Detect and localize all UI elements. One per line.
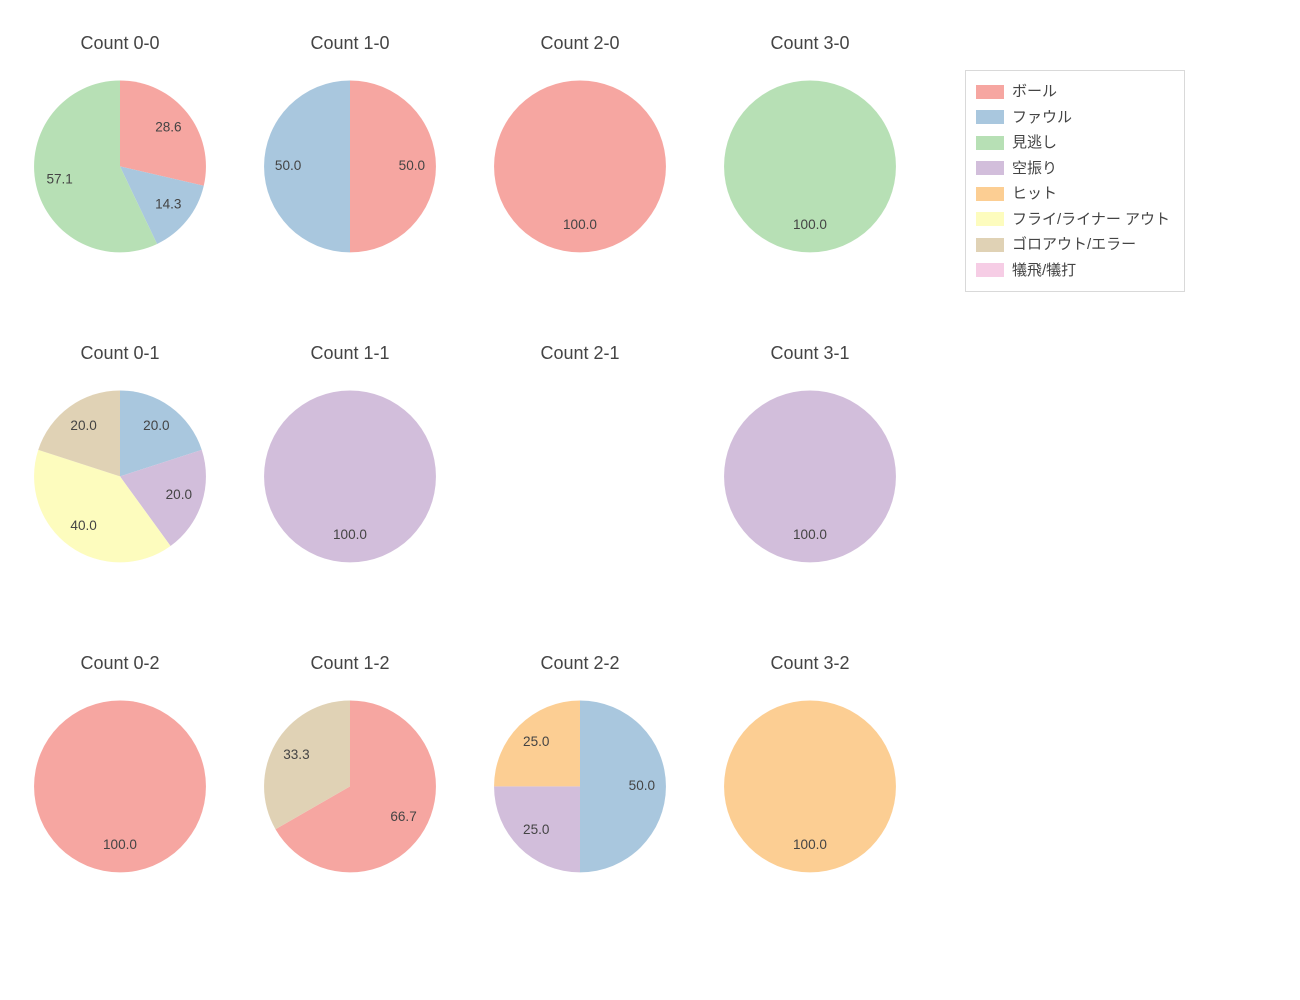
chart-title: Count 3-0 — [715, 33, 905, 54]
chart-cell: Count 0-120.020.040.020.0 — [25, 375, 215, 605]
pie-chart: 20.0 20.0 40.0 20.0 — [25, 375, 215, 605]
legend-label: 犠飛/犠打 — [1012, 258, 1076, 284]
chart-cell: Count 3-1100.0 — [715, 375, 905, 605]
legend-swatch — [976, 212, 1004, 226]
pie-chart: 100.0 — [715, 375, 905, 605]
chart-title: Count 1-1 — [255, 343, 445, 364]
pie-slice-label: 100.0 — [793, 527, 827, 542]
chart-title: Count 2-0 — [485, 33, 675, 54]
legend-item: 見逃し — [976, 130, 1170, 156]
legend-swatch — [976, 110, 1004, 124]
legend-label: ヒット — [1012, 181, 1057, 207]
legend-item: 空振り — [976, 156, 1170, 182]
pie-slice-label: 20.0 — [143, 418, 170, 433]
legend-item: ヒット — [976, 181, 1170, 207]
legend-swatch — [976, 263, 1004, 277]
pie-slice-label: 14.3 — [155, 197, 181, 212]
chart-cell: Count 2-250.025.025.0 — [485, 685, 675, 915]
chart-cell: Count 3-0100.0 — [715, 65, 905, 295]
pie-slice-label: 25.0 — [523, 734, 550, 749]
chart-cell: Count 1-050.050.0 — [255, 65, 445, 295]
legend-label: ボール — [1012, 79, 1057, 105]
legend-label: 見逃し — [1012, 130, 1057, 156]
legend-swatch — [976, 187, 1004, 201]
pie-slice-label: 33.3 — [283, 747, 309, 762]
pie-slice-label: 100.0 — [793, 837, 827, 852]
chart-cell: Count 3-2100.0 — [715, 685, 905, 915]
legend-swatch — [976, 161, 1004, 175]
legend-item: ファウル — [976, 105, 1170, 131]
chart-canvas: Count 0-0 28.6 14.3 57.1 Count 1-0 50.0 50.0 Co… — [0, 0, 1300, 1000]
pie-slice-label: 50.0 — [399, 158, 426, 173]
pie-slice-label: 100.0 — [333, 527, 367, 542]
chart-title: Count 3-2 — [715, 653, 905, 674]
chart-title: Count 2-2 — [485, 653, 675, 674]
chart-title: Count 3-1 — [715, 343, 905, 364]
chart-title: Count 1-0 — [255, 33, 445, 54]
legend-label: ファウル — [1012, 105, 1072, 131]
chart-title: Count 1-2 — [255, 653, 445, 674]
pie-slice-label: 25.0 — [523, 822, 550, 837]
legend-item: フライ/ライナー アウト — [976, 207, 1170, 233]
pie-chart: 100.0 — [715, 65, 905, 295]
pie-slice-label: 28.6 — [155, 119, 181, 134]
pie-chart: 100.0 — [25, 685, 215, 915]
legend-item: ボール — [976, 79, 1170, 105]
chart-title: Count 2-1 — [485, 343, 675, 364]
legend-swatch — [976, 85, 1004, 99]
chart-cell: Count 1-1100.0 — [255, 375, 445, 605]
legend-item: 犠飛/犠打 — [976, 258, 1170, 284]
pie-slice-label: 100.0 — [563, 217, 597, 232]
pie-chart: 100.0 — [485, 65, 675, 295]
legend-swatch — [976, 238, 1004, 252]
pie-chart: 50.0 50.0 — [255, 65, 445, 295]
pie-chart: 100.0 — [255, 375, 445, 605]
chart-cell: Count 0-028.614.357.1 — [25, 65, 215, 295]
pie-chart: 50.0 25.0 25.0 — [485, 685, 675, 915]
chart-title: Count 0-1 — [25, 343, 215, 364]
pie-slice-label: 57.1 — [46, 172, 72, 187]
legend-label: 空振り — [1012, 156, 1057, 182]
chart-cell: Count 0-2100.0 — [25, 685, 215, 915]
pie-chart: 100.0 — [715, 685, 905, 915]
pie-chart: 66.7 33.3 — [255, 685, 445, 915]
legend-label: フライ/ライナー アウト — [1012, 207, 1170, 233]
pie-slice-label: 100.0 — [103, 837, 137, 852]
pie-slice-label: 100.0 — [793, 217, 827, 232]
pie-slice-label: 66.7 — [390, 809, 416, 824]
pie-slice-label: 50.0 — [629, 778, 656, 793]
legend-label: ゴロアウト/エラー — [1012, 232, 1136, 258]
pie-chart: 28.6 14.3 57.1 — [25, 65, 215, 295]
legend-swatch — [976, 136, 1004, 150]
legend: ボールファウル見逃し空振りヒットフライ/ライナー アウトゴロアウト/エラー犠飛/… — [965, 70, 1185, 292]
pie-slice-label: 20.0 — [70, 418, 97, 433]
pie-slice-label: 50.0 — [275, 158, 302, 173]
pie-slice-label: 40.0 — [70, 518, 97, 533]
chart-cell: Count 1-266.733.3 — [255, 685, 445, 915]
chart-title: Count 0-0 — [25, 33, 215, 54]
chart-cell: Count 2-0100.0 — [485, 65, 675, 295]
legend-item: ゴロアウト/エラー — [976, 232, 1170, 258]
chart-title: Count 0-2 — [25, 653, 215, 674]
pie-slice-label: 20.0 — [166, 487, 193, 502]
